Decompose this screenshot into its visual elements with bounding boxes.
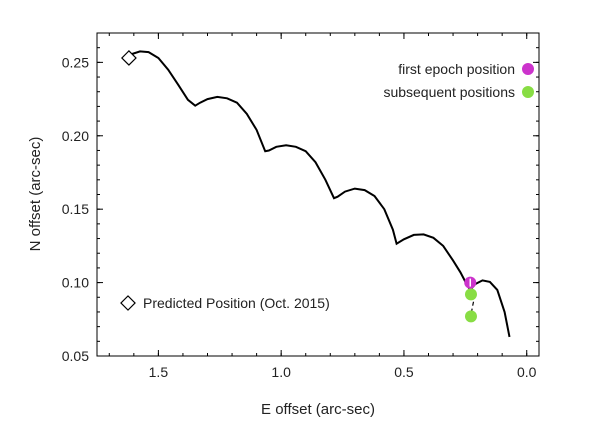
x-tick-label: 0.0 bbox=[517, 364, 537, 380]
annotation-diamond-marker bbox=[120, 295, 136, 311]
series bbox=[121, 50, 511, 338]
y-tick-label: 0.10 bbox=[62, 275, 89, 291]
legend-marker-first-epoch bbox=[522, 63, 534, 75]
y-tick-label: 0.05 bbox=[62, 348, 89, 364]
legend-label-first-epoch: first epoch position bbox=[398, 61, 515, 77]
predicted-position-marker bbox=[121, 50, 137, 66]
x-tick-label: 0.5 bbox=[394, 364, 414, 380]
legend-label-subsequent: subsequent positions bbox=[383, 84, 515, 100]
points bbox=[121, 50, 477, 323]
annotation-label: Predicted Position (Oct. 2015) bbox=[143, 295, 330, 311]
y-tick-label: 0.20 bbox=[62, 128, 89, 144]
track-line bbox=[128, 50, 511, 338]
annotation: Predicted Position (Oct. 2015) bbox=[120, 295, 330, 311]
x-axis-label: E offset (arc-sec) bbox=[261, 401, 375, 418]
y-tick-label: 0.15 bbox=[62, 201, 89, 217]
subsequent-position-point bbox=[464, 288, 477, 301]
x-tick-label: 1.0 bbox=[271, 364, 291, 380]
legend: first epoch position subsequent position… bbox=[383, 61, 534, 100]
x-tick-label: 1.5 bbox=[149, 364, 169, 380]
y-axis-label: N offset (arc-sec) bbox=[27, 137, 44, 252]
subsequent-position-point bbox=[464, 310, 477, 323]
ticks: 1.5 1.0 0.5 0.0 0.05 0.10 0.15 0.20 0.25 bbox=[62, 32, 539, 380]
legend-marker-subsequent bbox=[522, 86, 534, 98]
y-tick-label: 0.25 bbox=[62, 54, 89, 70]
